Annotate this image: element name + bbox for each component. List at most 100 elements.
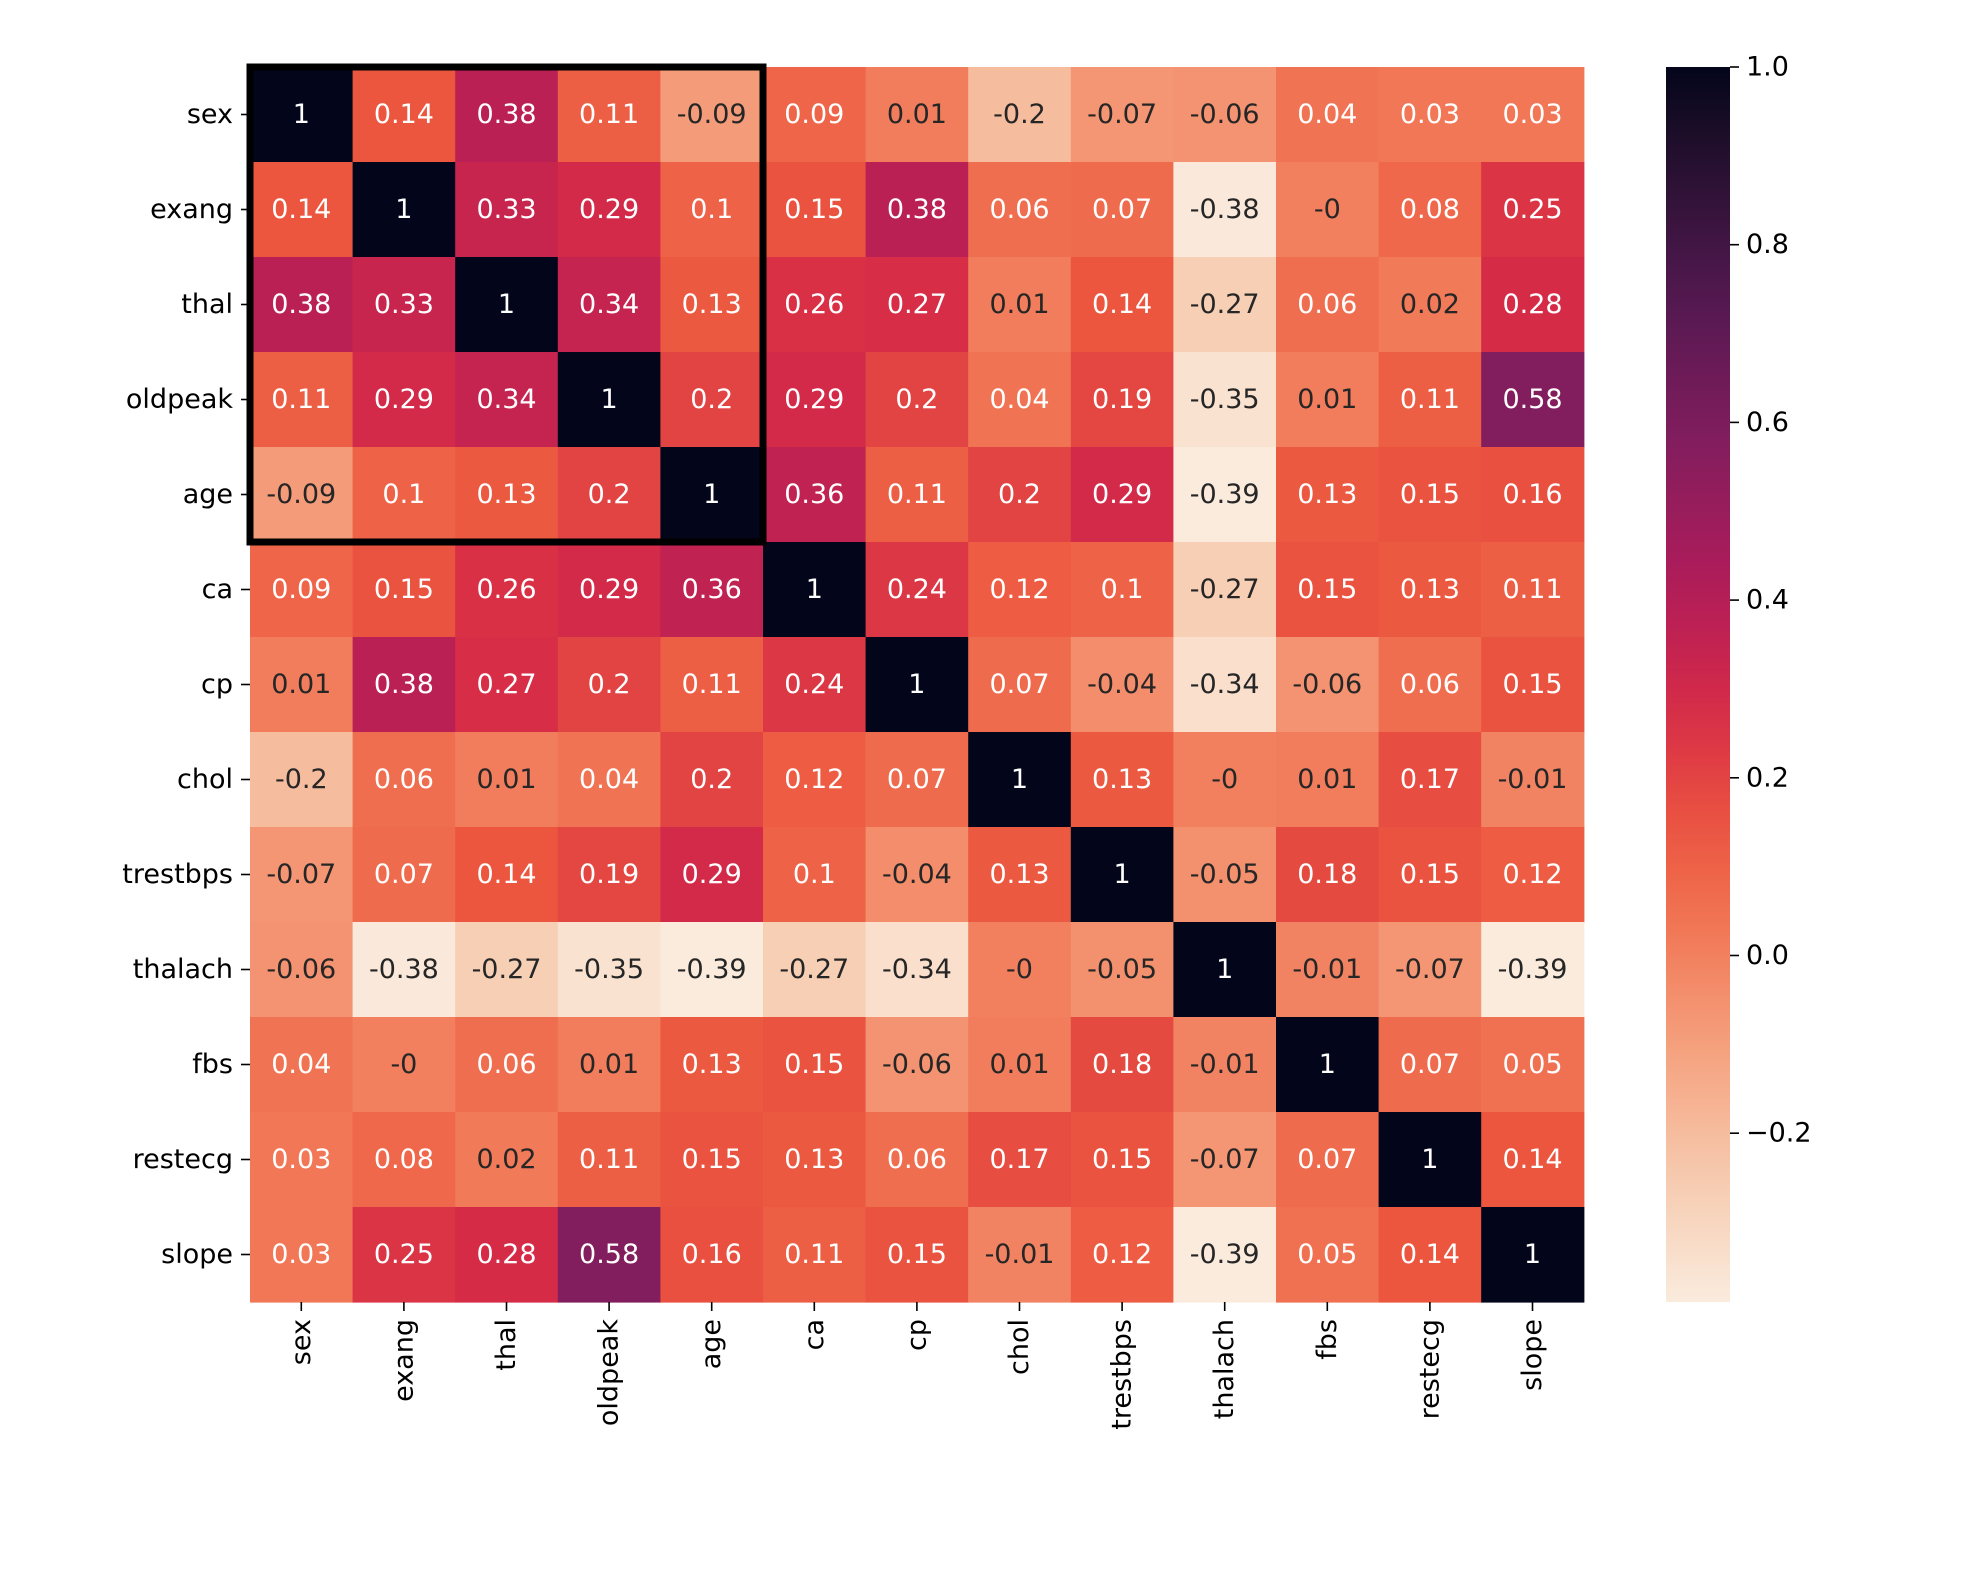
heatmap-cell [1481, 162, 1585, 258]
cell-value-label: 0.11 [1400, 384, 1460, 415]
cell-value-label: 0.2 [690, 384, 733, 415]
row-tick-label: exang [150, 194, 233, 225]
heatmap-cell [1378, 162, 1482, 258]
cell-value-label: 0.13 [1400, 574, 1460, 605]
cell-value-label: -0.06 [1292, 669, 1362, 700]
cell-value-label: -0.09 [266, 479, 336, 510]
colorbar-gradient [1666, 67, 1730, 1302]
heatmap-cell [250, 1112, 354, 1208]
colorbar-tick-label: 0.8 [1746, 229, 1789, 260]
cell-value-label: 0.25 [1502, 194, 1562, 225]
cell-value-label: 0.15 [887, 1239, 947, 1270]
colorbar-tick-label: 0.6 [1746, 407, 1789, 438]
heatmap-cell [1481, 1207, 1585, 1303]
heatmap-cell [1481, 1112, 1585, 1208]
cell-value-label: 0.11 [579, 1144, 639, 1175]
heatmap-cell [557, 1112, 661, 1208]
heatmap-cell [1378, 1112, 1482, 1208]
cell-value-label: 1 [1524, 1239, 1541, 1270]
cell-value-label: 1 [806, 574, 823, 605]
heatmap-cell [557, 1207, 661, 1303]
heatmap-cell [1070, 352, 1174, 448]
heatmap-cell [455, 162, 559, 258]
heatmap-cell [865, 67, 969, 163]
cell-value-label: 0.33 [476, 194, 536, 225]
heatmap-cell [557, 352, 661, 448]
heatmap-cell [1276, 1207, 1380, 1303]
heatmap-cell [1173, 1112, 1277, 1208]
heatmap-cell [1481, 352, 1585, 448]
heatmap-cell [865, 447, 969, 543]
heatmap-cell [557, 67, 661, 163]
heatmap-cell [1070, 637, 1174, 733]
heatmap-cell [1173, 827, 1277, 923]
cell-value-label: 0.06 [476, 1049, 536, 1080]
cell-value-label: 0.07 [989, 669, 1049, 700]
heatmap-cell [455, 447, 559, 543]
cell-value-label: -0.04 [882, 859, 952, 890]
column-tick-label: trestbps [1107, 1319, 1138, 1430]
row-tick-label: thal [181, 289, 233, 320]
heatmap-cells: 1 0.14 0.38 0.11 -0.09 0.09 0.01 -0.2 -0.07 -0.06… [250, 67, 1585, 1303]
cell-value-label: 1 [1011, 764, 1028, 795]
heatmap-cell [865, 162, 969, 258]
cell-value-label: 0.05 [1502, 1049, 1562, 1080]
cell-value-label: 0.01 [989, 1049, 1049, 1080]
cell-value-label: 0.16 [1502, 479, 1562, 510]
cell-value-label: 0.27 [887, 289, 947, 320]
heatmap-cell [1481, 827, 1585, 923]
cell-value-label: 0.14 [1400, 1239, 1460, 1270]
heatmap-cell [865, 352, 969, 448]
heatmap-cell [660, 542, 764, 638]
heatmap-cell [1276, 732, 1380, 828]
cell-value-label: 1 [1216, 954, 1233, 985]
cell-value-label: 0.01 [579, 1049, 639, 1080]
heatmap-cell [1173, 67, 1277, 163]
column-tick-label: cp [901, 1319, 932, 1351]
cell-value-label: -0.04 [1087, 669, 1157, 700]
cell-value-label: 0.13 [989, 859, 1049, 890]
heatmap-cell [557, 827, 661, 923]
heatmap-cell [352, 922, 456, 1018]
heatmap-cell [660, 922, 764, 1018]
cell-value-label: 0.06 [1400, 669, 1460, 700]
cell-value-label: 0.58 [1502, 384, 1562, 415]
cell-value-label: 0.25 [374, 1239, 434, 1270]
heatmap-cell [1173, 542, 1277, 638]
heatmap-cell [250, 827, 354, 923]
cell-value-label: -0.2 [993, 99, 1046, 130]
colorbar-tick-label: 0.4 [1746, 585, 1789, 616]
highlight-box [246, 63, 767, 546]
row-tick-label: cp [201, 669, 233, 700]
cell-value-label: -0.39 [677, 954, 747, 985]
cell-value-label: -0.07 [1087, 99, 1157, 130]
cell-value-label: 0.1 [1101, 574, 1144, 605]
heatmap-cell [1481, 257, 1585, 353]
cell-value-label: 0.38 [374, 669, 434, 700]
cell-value-label: -0.34 [882, 954, 952, 985]
cell-value-label: 0.34 [579, 289, 639, 320]
heatmap-cell [1276, 1017, 1380, 1113]
heatmap-cell [455, 827, 559, 923]
row-tick-label: oldpeak [126, 384, 233, 415]
cell-value-label: 0.16 [682, 1239, 742, 1270]
cell-value-label: 0.07 [1400, 1049, 1460, 1080]
cell-value-label: 0.06 [374, 764, 434, 795]
cell-value-label: 0.15 [784, 1049, 844, 1080]
heatmap-cell [865, 922, 969, 1018]
heatmap-cell [250, 1017, 354, 1113]
cell-value-label: 0.26 [476, 574, 536, 605]
heatmap-cell [557, 257, 661, 353]
cell-value-label: 0.13 [476, 479, 536, 510]
heatmap-cell [1481, 922, 1585, 1018]
heatmap-cell [968, 447, 1072, 543]
heatmap-cell [660, 1112, 764, 1208]
cell-value-label: -0.07 [1395, 954, 1465, 985]
heatmap-cell [660, 162, 764, 258]
heatmap-cell [1481, 447, 1585, 543]
heatmap-cell [1070, 542, 1174, 638]
cell-value-label: 0.11 [1502, 574, 1562, 605]
cell-value-label: -0.35 [574, 954, 644, 985]
heatmap-cell [455, 732, 559, 828]
heatmap-cell [455, 67, 559, 163]
